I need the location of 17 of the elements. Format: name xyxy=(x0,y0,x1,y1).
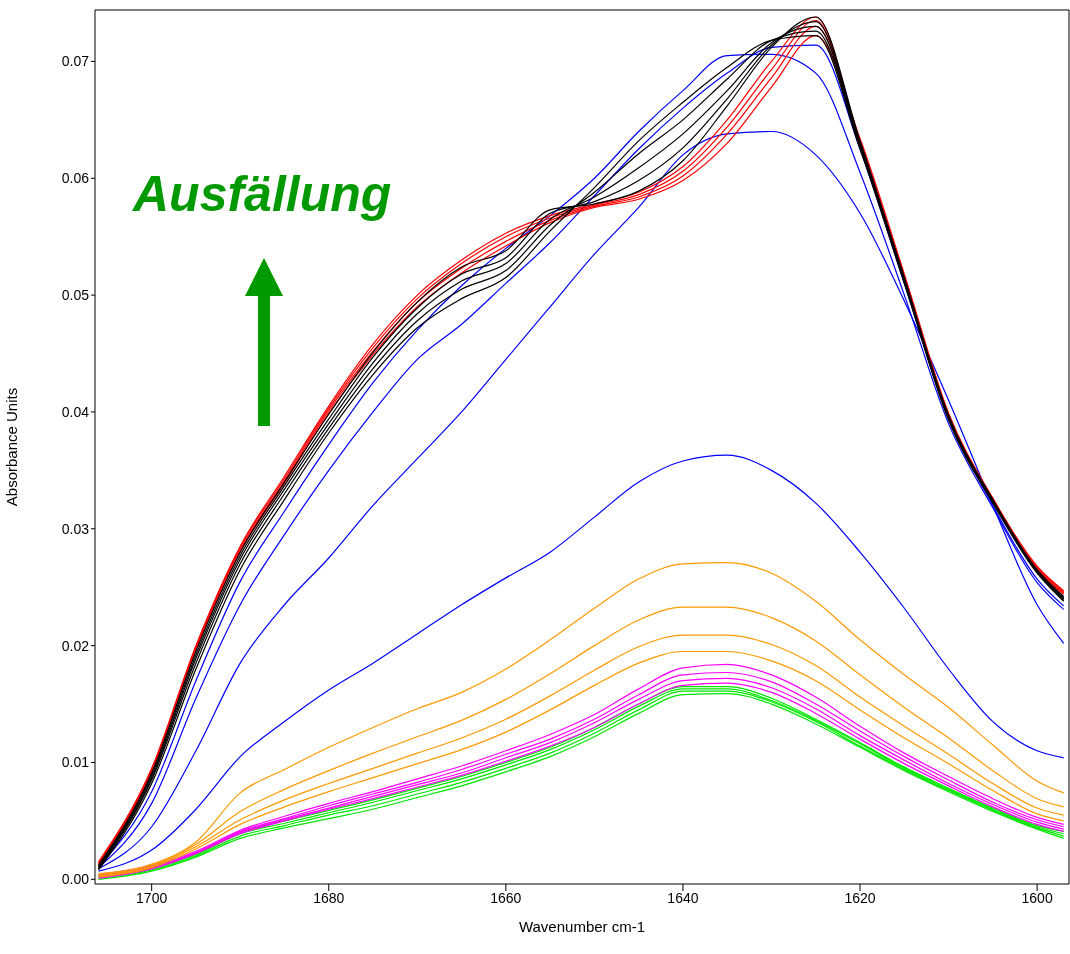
x-tick-label: 1700 xyxy=(136,889,168,906)
y-tick-label: 0.03 xyxy=(61,520,90,537)
y-tick-label: 0.05 xyxy=(61,287,90,304)
x-tick-label: 1660 xyxy=(490,889,522,906)
y-axis-title: Absorbance Units xyxy=(3,387,21,507)
y-tick-label: 0.07 xyxy=(61,53,90,70)
x-tick-label: 1640 xyxy=(667,889,699,906)
y-tick-label: 0.04 xyxy=(61,403,90,420)
y-tick-label: 0.01 xyxy=(61,754,90,771)
x-tick-label: 1620 xyxy=(844,889,876,906)
x-tick-label: 1680 xyxy=(313,889,345,906)
x-tick-label: 1600 xyxy=(1021,889,1053,906)
y-tick-label: 0.06 xyxy=(61,170,90,187)
y-tick-label: 0.00 xyxy=(61,871,90,888)
x-axis-title: Wavenumber cm-1 xyxy=(518,918,646,935)
y-tick-label: 0.02 xyxy=(61,637,90,654)
annotation: Ausfällung xyxy=(133,165,392,223)
